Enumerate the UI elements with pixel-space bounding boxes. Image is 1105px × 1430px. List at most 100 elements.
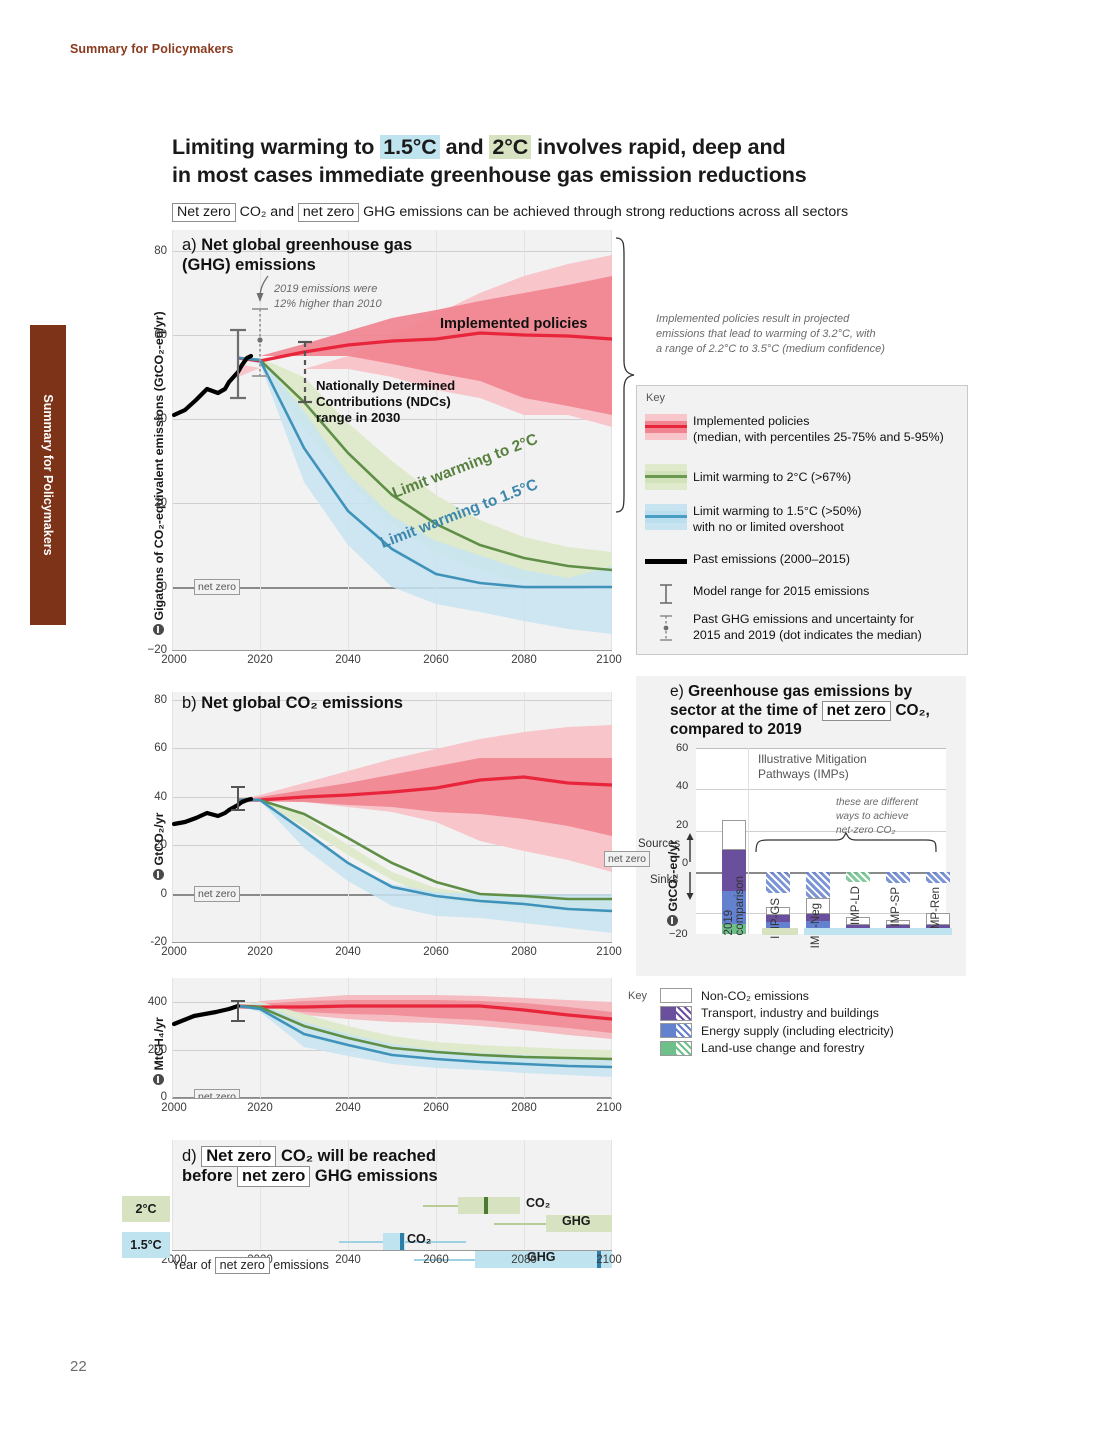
panel-e-cat-imp-sp: IMP-SP [890, 887, 902, 927]
panel-d-xtick-2040: 2040 [335, 1254, 361, 1266]
panel-e-ytick-0: 0 [682, 857, 689, 869]
panel-e-sources-label: Sources [638, 838, 681, 850]
panel-e-cat-imp-neg: IMP-Neg [810, 903, 822, 949]
title-seg-2: and [439, 135, 490, 159]
panel-a-ytick-0: 0 [160, 581, 167, 593]
legend-swatch-nonco2 [660, 988, 692, 1003]
bar-2019-comparison [722, 810, 746, 934]
panel-d-netzero-box-2: net zero [237, 1166, 311, 1188]
globe-icon-c [153, 1074, 164, 1085]
panel-e-label: e) [670, 683, 684, 700]
key-swatch-limit-1p5c [645, 504, 687, 530]
panel-a-ndc-range-2030 [298, 340, 312, 404]
panel-a-errorbar-2019-dotted [252, 308, 268, 377]
panel-d-chart: d) Net zero CO₂ will be reached before n… [161, 1140, 622, 1268]
panel-e-title-seg-2: CO₂, compared to 2019 [670, 702, 930, 739]
panel-a-past-line [172, 353, 254, 418]
panel-a-green-median [237, 356, 612, 572]
panel-b-xtick-2020: 2020 [247, 946, 273, 958]
panel-c-series [172, 995, 612, 1077]
panel-e-cat-2019: 2019 comparison [723, 876, 746, 936]
panel-d-box-15c-ghg [475, 1251, 612, 1268]
panel-e-ytick-20: 20 [676, 819, 689, 831]
panel-a-blue-band [238, 358, 612, 634]
legend-label-nonco2: Non-CO₂ emissions [701, 988, 809, 1003]
key-label-model-range: Model range for 2015 emissions [693, 584, 870, 598]
panel-b-ytick-20: 20 [154, 839, 167, 851]
panel-b-ytick-40: 40 [154, 791, 167, 803]
panel-e-cat-imp-ld: IMP-LD [850, 886, 862, 925]
panel-e-legend: Key Non-CO₂ emissions Transport, industr… [628, 988, 990, 1058]
panel-e-legend-title: Key [628, 990, 647, 1002]
panel-a-title-text: Net global greenhouse gas (GHG) emission… [182, 236, 413, 274]
panel-a-side-note: Implemented policies result in projected… [656, 313, 885, 355]
panel-e-cat-imp-ren: IMP-Ren [930, 887, 942, 933]
side-tab: Summary for Policymakers [30, 325, 66, 625]
running-head: Summary for Policymakers [70, 42, 234, 56]
legend-swatch-transport [660, 1005, 692, 1021]
key-swatch-past-uncertainty [645, 612, 687, 649]
key-label-past-emissions: Past emissions (2000–2015) [693, 552, 851, 566]
panel-c-xtick-2040: 2040 [335, 1102, 361, 1114]
panel-a-ytick-80: 80 [154, 245, 167, 257]
panel-a-title: a) Net global greenhouse gas (GHG) emiss… [182, 236, 422, 276]
panel-a-label-implemented-policies: Implemented policies [440, 316, 588, 332]
legend-label-landuse: Land-use change and forestry [701, 1041, 865, 1055]
panel-e-imp-header: Illustrative Mitigation Pathways (IMPs) [758, 752, 867, 781]
panel-d-median-15c-co2 [400, 1233, 404, 1250]
subtitle-seg-2: GHG emissions can be achieved through st… [359, 204, 849, 220]
key-label-limit-2c: Limit warming to 2°C (>67%) [693, 470, 852, 484]
panel-d-tag-15c-ghg: GHG [527, 1250, 556, 1264]
panel-b-series [172, 725, 612, 933]
panel-b-xtick-2060: 2060 [423, 946, 449, 958]
panel-e-band-1p5c [804, 928, 952, 935]
key-swatch-implemented-policies [645, 414, 687, 440]
figure-subtitle: Net zero CO₂ and net zero GHG emissions … [172, 203, 1012, 222]
panel-b-xtick-2040: 2040 [335, 946, 361, 958]
panel-d-netzero-box-1: Net zero [201, 1146, 277, 1167]
legend-label-transport: Transport, industry and buildings [701, 1006, 879, 1020]
seg-energy-2019 [722, 891, 746, 924]
panel-a-red-25-75-band [238, 276, 612, 415]
panel-a-xtick-2020: 2020 [247, 654, 273, 666]
panel-e-plot: Illustrative Mitigation Pathways (IMPs) … [696, 748, 952, 948]
subtitle-netzero-box-2: net zero [297, 203, 360, 222]
key-label-implemented-policies: Implemented policies (median, with perce… [693, 414, 944, 444]
key-label-past-uncertainty: Past GHG emissions and uncertainty for 2… [693, 612, 922, 642]
panel-b-chart: net zero b) Net global CO₂ emissions 80 … [150, 692, 622, 958]
title-highlight-1p5c: 1.5°C [380, 135, 440, 159]
panel-d-title-seg-2: before [182, 1167, 238, 1186]
panel-d-box-2c-ghg [546, 1215, 612, 1232]
seg-transport-2019 [722, 850, 746, 891]
panel-d-category-2c: 2°C [122, 1196, 170, 1222]
legend-row-nonco2: Non-CO₂ emissions [660, 988, 990, 1003]
panel-e-ytick-40: 40 [676, 780, 689, 792]
subtitle-seg-1: CO₂ and [235, 204, 298, 220]
panel-b-xaxis [172, 942, 612, 943]
panel-b-ytick-80: 80 [154, 694, 167, 706]
legend-row-transport: Transport, industry and buildings [660, 1005, 990, 1021]
panel-a-xtick-2000: 2000 [161, 654, 187, 666]
panel-d-median-2c-co2 [484, 1197, 488, 1214]
panel-a-xtick-2100: 2100 [596, 654, 622, 666]
panel-b-ytick-60: 60 [154, 742, 167, 754]
panel-e-ytick-minus20: −20 [669, 928, 688, 940]
panel-c-xtick-2080: 2080 [511, 1102, 537, 1114]
panel-c-xtick-2000: 2000 [161, 1102, 187, 1114]
title-seg-1: Limiting warming to [172, 135, 381, 159]
globe-icon-e [667, 915, 678, 926]
panel-b-title: b) Net global CO₂ emissions [182, 694, 502, 714]
legend-row-landuse: Land-use change and forestry [660, 1040, 990, 1056]
panel-c-chart: net zero c) Global methane (CH₄) emissio… [148, 978, 622, 1114]
panel-b-ytick-0: 0 [160, 888, 167, 900]
panel-e-brace [755, 832, 937, 853]
panel-d-box-2c-co2 [458, 1197, 520, 1214]
panel-d-xtick-2080: 2080 [511, 1254, 537, 1266]
globe-icon [153, 624, 164, 635]
panel-b-ytick-minus20: -20 [150, 936, 167, 948]
panel-a-label: a) [182, 236, 197, 254]
seg-landuse-2019 [722, 924, 746, 934]
seg-nonco2-2019 [722, 820, 746, 850]
panel-c-ytick-200: 200 [147, 1044, 167, 1056]
title-line-2: in most cases immediate greenhouse gas e… [172, 163, 807, 188]
